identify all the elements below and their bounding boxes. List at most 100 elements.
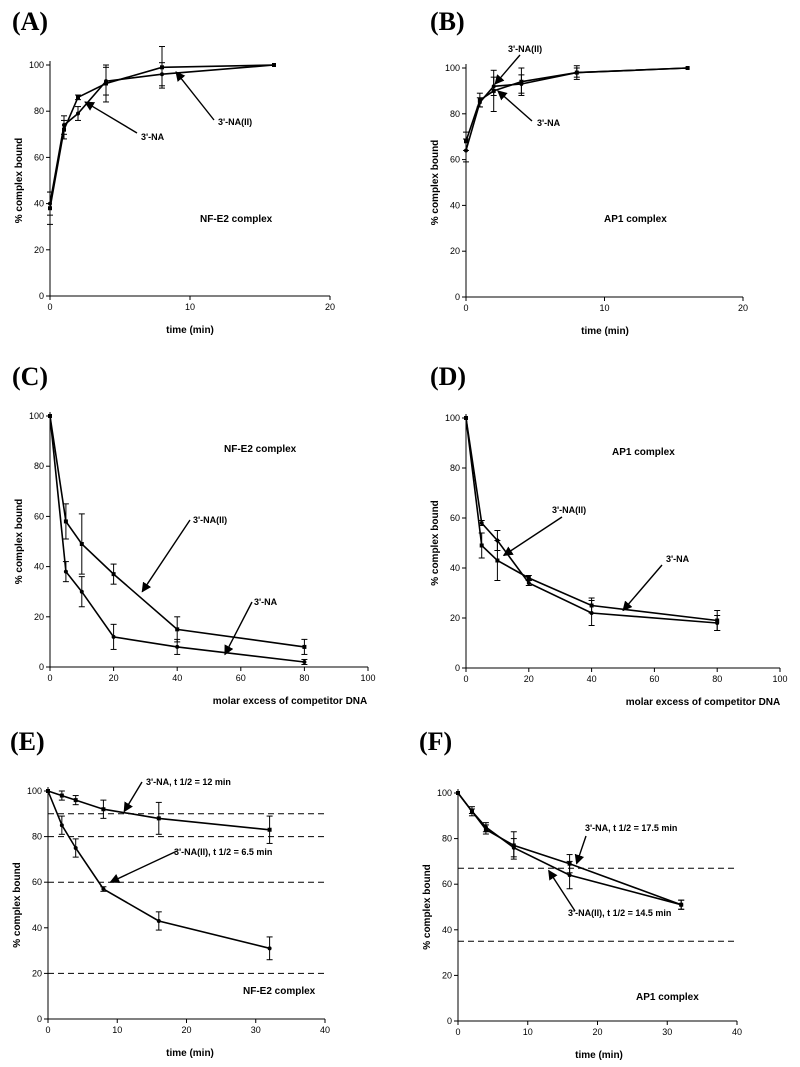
- complex-label: NF-E2 complex: [243, 986, 316, 997]
- data-point: [526, 581, 531, 585]
- y-axis-label: % complex bound: [430, 140, 441, 226]
- annotation-label: 3'-NA: [141, 132, 165, 142]
- x-tick-label: 40: [732, 1027, 742, 1037]
- panel-label: (A): [12, 7, 48, 36]
- data-point: [464, 148, 468, 153]
- panel-b: (B) 0 20 40 60 80 100 0 10 20 time (min) % complex …: [430, 7, 748, 337]
- data-point: [111, 634, 116, 639]
- annotation-label: 3'-NA(II): [552, 505, 586, 515]
- data-point: [175, 627, 180, 632]
- y-tick-label: 20: [34, 612, 44, 622]
- y-tick-label: 60: [450, 513, 460, 523]
- y-tick-label: 100: [445, 63, 460, 73]
- annotation-arrow: [497, 90, 533, 122]
- x-tick-label: 20: [325, 302, 335, 312]
- y-tick-label: 60: [34, 152, 44, 162]
- annotation-arrow: [109, 850, 178, 883]
- data-point: [156, 816, 161, 821]
- y-tick-label: 100: [29, 60, 44, 70]
- annotation-arrow: [224, 601, 253, 656]
- annotation-arrow: [502, 516, 563, 557]
- data-point: [59, 823, 64, 828]
- annotation-arrow: [494, 54, 521, 85]
- y-tick-label: 20: [442, 970, 452, 980]
- y-tick-label: 80: [34, 106, 44, 116]
- complex-label: NF-E2 complex: [224, 444, 297, 455]
- data-point: [111, 572, 116, 577]
- x-tick-label: 0: [455, 1027, 460, 1037]
- data-point: [456, 791, 460, 795]
- data-point: [479, 521, 484, 525]
- data-point: [46, 789, 50, 793]
- panel-label: (D): [430, 362, 466, 391]
- panel-label: (B): [430, 7, 465, 36]
- x-tick-label: 0: [463, 303, 468, 313]
- data-point: [511, 845, 516, 850]
- x-tick-label: 60: [649, 674, 659, 684]
- y-tick-label: 20: [450, 613, 460, 623]
- panel-label: (C): [12, 362, 48, 391]
- series-line: [49, 415, 305, 663]
- y-axis-label: % complex bound: [14, 499, 25, 585]
- panel-label: (F): [419, 727, 452, 756]
- panel-d: (D) 0 20 40 60 80 100 0 20 40 60 80 100 molar excess …: [430, 362, 788, 708]
- y-tick-label: 60: [442, 879, 452, 889]
- y-tick-label: 0: [455, 663, 460, 673]
- x-axis-label: time (min): [581, 326, 629, 337]
- y-tick-label: 0: [447, 1016, 452, 1026]
- data-point: [267, 827, 272, 832]
- x-tick-label: 10: [599, 303, 609, 313]
- data-point: [574, 70, 579, 75]
- complex-label: AP1 complex: [604, 214, 667, 225]
- x-tick-label: 0: [47, 302, 52, 312]
- data-point: [519, 82, 524, 87]
- x-tick-label: 10: [185, 302, 195, 312]
- panel-f: (F) 0 20 40 60 80 100 0 10 20 30 40 time (min) % comp…: [419, 727, 742, 1061]
- y-tick-label: 0: [37, 1014, 42, 1024]
- x-tick-label: 100: [772, 674, 787, 684]
- data-point: [160, 72, 164, 77]
- x-tick-label: 40: [587, 674, 597, 684]
- x-tick-label: 20: [592, 1027, 602, 1037]
- data-point: [477, 100, 482, 105]
- data-point: [101, 807, 106, 812]
- data-point: [526, 576, 531, 580]
- y-tick-label: 100: [445, 413, 460, 423]
- annotation-arrow: [574, 835, 587, 865]
- annotation-arrow: [175, 71, 215, 121]
- series-line: [465, 67, 688, 151]
- x-tick-label: 20: [181, 1025, 191, 1035]
- complex-label: AP1 complex: [636, 992, 699, 1003]
- series-line: [49, 64, 275, 209]
- data-point: [62, 123, 66, 128]
- x-tick-label: 0: [47, 673, 52, 683]
- data-point: [48, 414, 52, 418]
- data-point: [679, 902, 684, 907]
- data-point: [685, 66, 690, 70]
- x-tick-label: 20: [738, 303, 748, 313]
- x-axis-label: time (min): [166, 325, 214, 336]
- y-tick-label: 0: [455, 292, 460, 302]
- y-tick-label: 40: [450, 563, 460, 573]
- data-point: [495, 538, 500, 543]
- annotation-arrow: [84, 101, 138, 134]
- data-point: [272, 63, 276, 67]
- y-tick-label: 80: [34, 461, 44, 471]
- y-tick-label: 40: [34, 199, 44, 209]
- panel-label: (E): [10, 727, 45, 756]
- data-point: [464, 416, 468, 420]
- series-line: [47, 790, 270, 950]
- data-point: [302, 659, 307, 664]
- x-tick-label: 40: [320, 1025, 330, 1035]
- annotation-arrow: [123, 781, 143, 813]
- y-tick-label: 20: [34, 245, 44, 255]
- y-axis-label: % complex bound: [430, 500, 441, 586]
- data-point: [491, 84, 496, 89]
- data-point: [48, 201, 52, 206]
- y-axis-label: % complex bound: [14, 138, 25, 224]
- data-point: [104, 79, 108, 84]
- y-tick-label: 40: [442, 925, 452, 935]
- data-point: [63, 519, 68, 524]
- data-point: [589, 611, 594, 615]
